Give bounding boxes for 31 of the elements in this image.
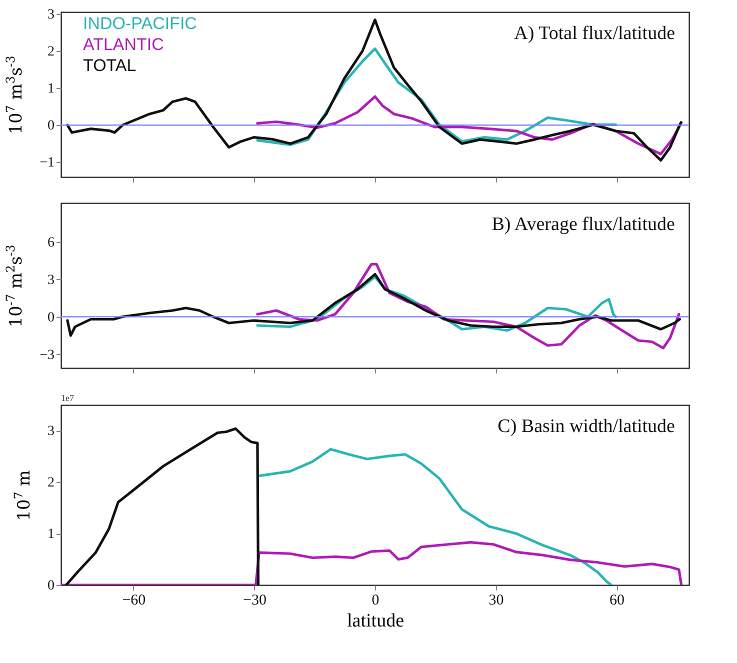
text: 1e7 [61,393,74,403]
line-series [66,272,682,337]
y-tick-label: 0 [48,578,54,594]
y-tick-label: 1 [48,82,54,97]
y-tick-label: 0 [48,310,54,326]
y-tick-label: 6 [48,235,54,250]
text: B) Average flux/latitude [492,214,675,235]
y-tick-label: 3 [48,272,54,288]
text: INDO-PACIFIC [83,14,197,33]
text: TOTAL [83,56,136,75]
line-series [66,18,682,162]
x-tick-label: 60 [610,592,625,608]
x-tick-label: 0 [372,592,380,608]
x-axis-title: latitude [347,610,404,632]
y-tick-label: −3 [40,348,54,363]
y-tick-label: 3 [48,7,54,22]
y-tick-label: 2 [48,44,54,60]
text: A) Total flux/latitude [514,23,675,44]
x-tick-label: 30 [488,592,504,608]
line-series [256,448,613,585]
line-series [61,541,683,585]
text: C) Basin width/latitude [498,416,675,437]
y-tick-label: 2 [48,476,54,491]
y-tick-label: 1 [48,527,54,542]
x-tick-label: −30 [242,592,266,608]
text: ATLANTIC [83,35,164,54]
line-series [64,427,260,585]
y-tick-label: 0 [48,118,54,134]
x-tick-label: −60 [122,592,146,608]
y-tick-label: 3 [48,424,54,440]
y-tick-label: −1 [40,156,54,171]
